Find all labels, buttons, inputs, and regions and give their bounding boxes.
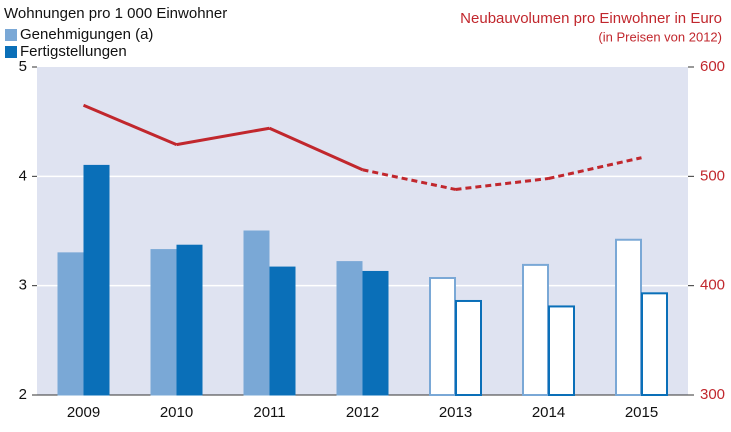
x-tick-label: 2013 <box>439 404 472 421</box>
y2-axis-label: Neubauvolumen pro Einwohner in Euro <box>460 10 722 27</box>
y2-tick-label: 300 <box>700 386 725 403</box>
bar <box>429 277 456 396</box>
bar <box>150 249 177 396</box>
y2-axis-sublabel: (in Preisen von 2012) <box>598 29 722 44</box>
y-axis-label: Wohnungen pro 1 000 Einwohner <box>4 5 227 22</box>
y-tick-label: 3 <box>19 277 27 294</box>
x-tick-label: 2014 <box>532 404 565 421</box>
bar <box>615 238 642 396</box>
line-segment <box>362 168 456 191</box>
bar <box>336 261 363 396</box>
bar <box>269 266 296 396</box>
bar <box>57 252 84 396</box>
bar <box>548 305 575 396</box>
x-tick-label: 2009 <box>67 404 100 421</box>
x-tick-label: 2012 <box>346 404 379 421</box>
legend-label: Fertigstellungen <box>20 43 127 60</box>
line-segment <box>268 126 364 172</box>
y2-tick-label: 400 <box>700 277 725 294</box>
legend-swatch <box>5 29 17 41</box>
y-tick-label: 5 <box>19 58 27 75</box>
bar <box>455 299 482 396</box>
y2-tick-label: 600 <box>700 58 725 75</box>
bar <box>83 164 110 396</box>
x-tick-label: 2015 <box>625 404 658 421</box>
y2-tick-label: 500 <box>700 167 725 184</box>
x-tick-label: 2011 <box>253 404 285 421</box>
y-tick-label: 2 <box>19 386 27 403</box>
bar <box>176 244 203 396</box>
bar <box>522 263 549 397</box>
line-segment <box>176 126 270 147</box>
bar <box>641 292 668 397</box>
line-segment <box>82 103 178 147</box>
bar <box>243 230 270 396</box>
line-segment <box>455 177 549 191</box>
x-tick-label: 2010 <box>160 404 193 421</box>
legend-swatch <box>5 46 17 58</box>
legend-label: Genehmigungen (a) <box>20 26 153 43</box>
bar <box>362 270 389 396</box>
line-segment <box>548 156 642 180</box>
y-tick-label: 4 <box>19 167 27 184</box>
